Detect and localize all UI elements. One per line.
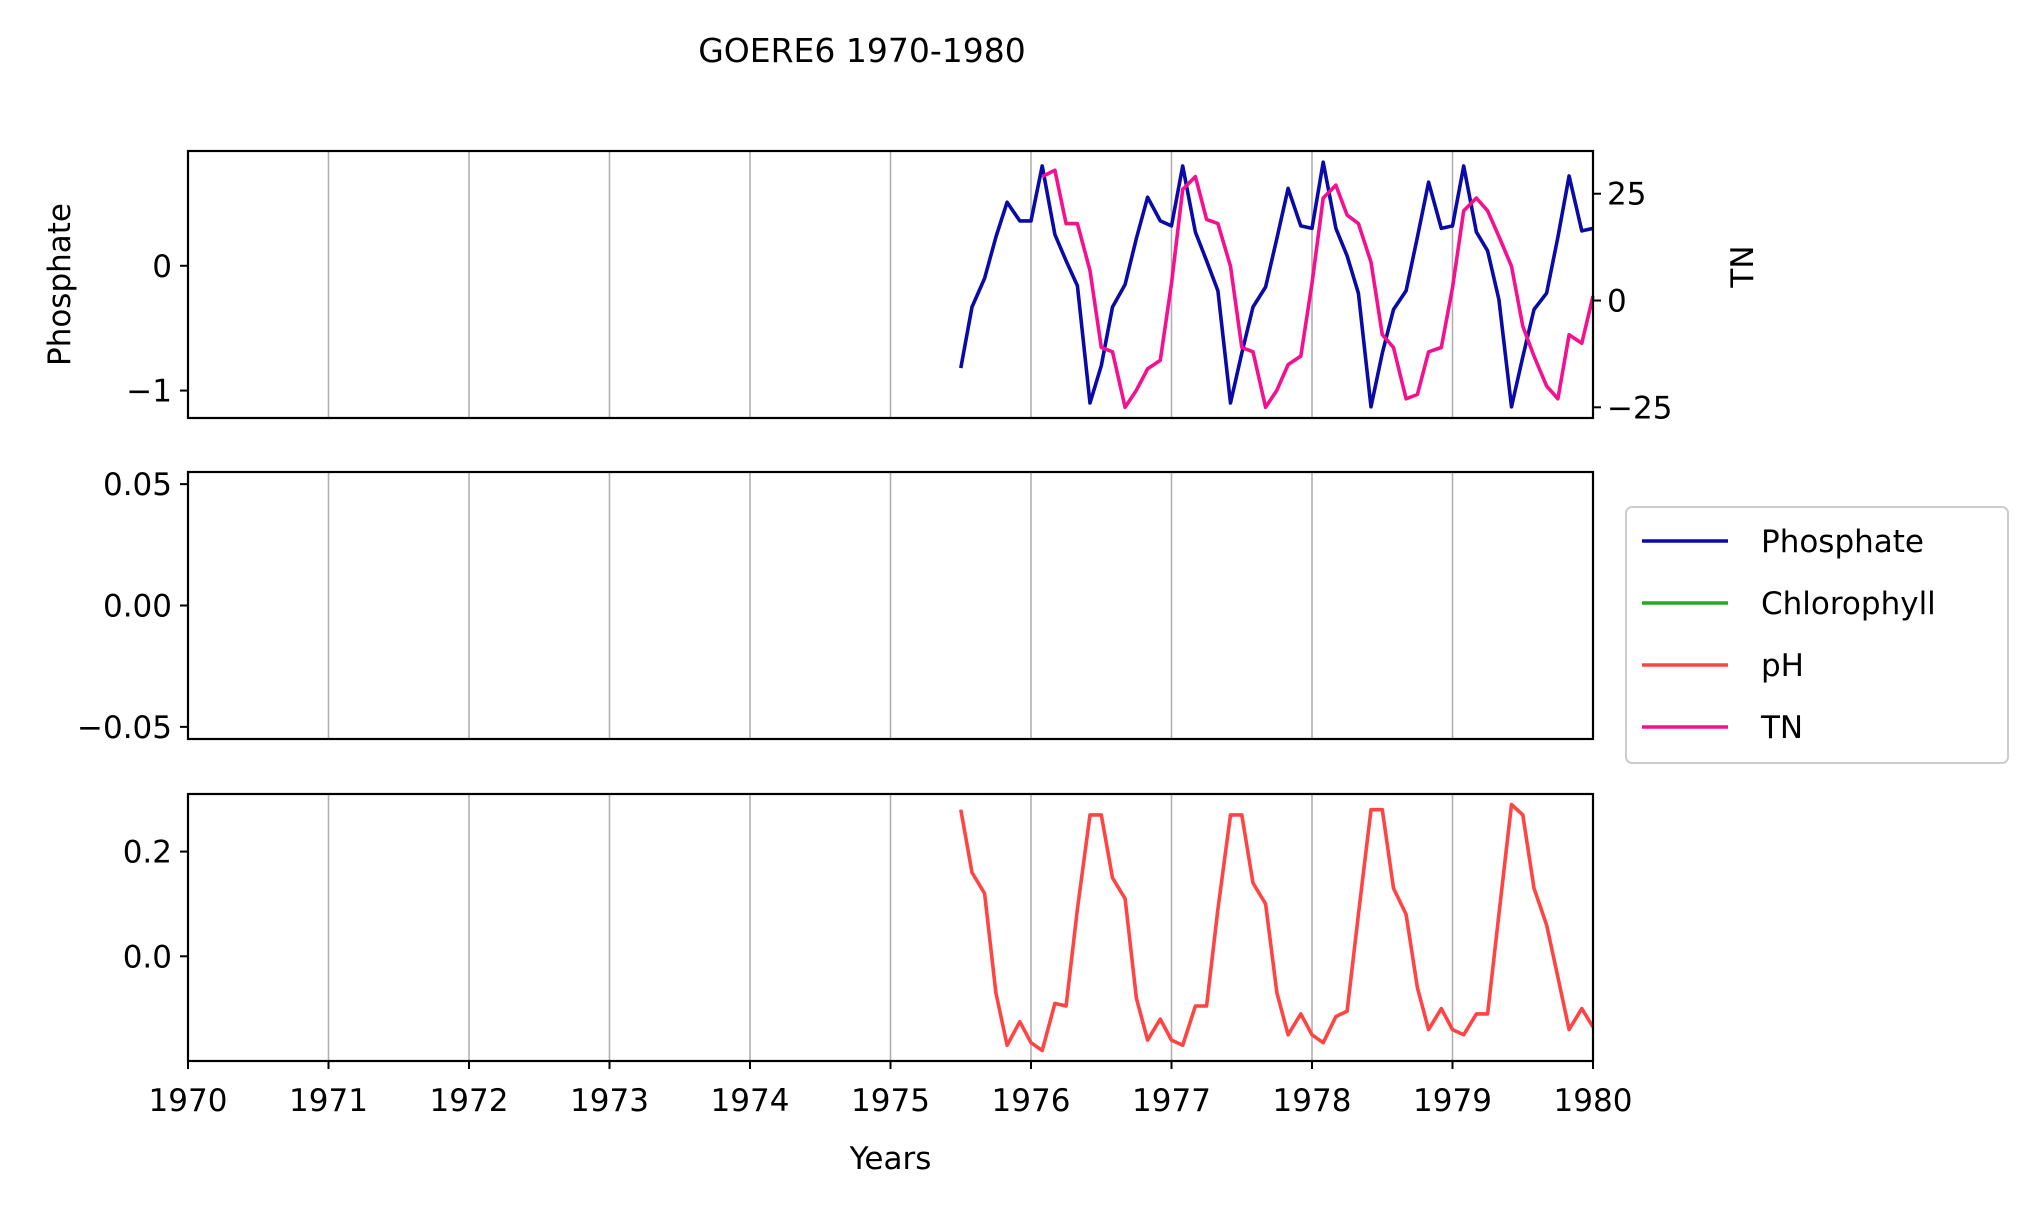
x-tick-label: 1970 [149,1083,228,1119]
y-tick-label: 0.05 [103,467,172,503]
y-tick-label: 0.00 [103,589,172,625]
series-line-phosphate [959,160,1594,409]
x-tick-label: 1977 [1132,1083,1211,1119]
legend-label: TN [1760,710,1803,746]
y2-tick-label: 0 [1607,284,1627,320]
y-tick-label: 0.0 [123,939,172,975]
y-tick-label: −0.05 [77,710,172,746]
legend-label: Phosphate [1761,524,1924,560]
y2-tick-label: 25 [1607,177,1646,213]
y2-tick-label: −25 [1607,390,1672,426]
y-tick-label: 0 [152,249,172,285]
y-axis-label: Phosphate [42,203,78,366]
x-tick-label: 1971 [289,1083,368,1119]
x-tick-label: 1976 [992,1083,1071,1119]
y-tick-label: 0.2 [123,835,172,871]
x-tick-label: 1980 [1554,1083,1633,1119]
panel-1: 0 −1 25 0 −25 Phosphate TN [42,149,1761,426]
x-tick-label: 1972 [430,1083,509,1119]
x-tick-label: 1979 [1413,1083,1492,1119]
legend-label: pH [1761,648,1804,684]
legend-frame [1625,506,2009,764]
legend: Phosphate Chlorophyll pH TN [1625,506,2009,764]
y-tick-label: −1 [126,374,172,410]
series-line-tn [1041,168,1595,410]
series-line-ph [959,802,1595,1053]
legend-label: Chlorophyll [1761,586,1936,622]
chart-title: GOERE6 1970-1980 [698,31,1026,70]
axes-frame [186,149,1595,420]
panel-3: 0.2 0.0 1970 1971 1972 1973 1974 1975 1976 1977 19… [123,792,1633,1177]
x-tick-label: 1973 [570,1083,649,1119]
panels-group: 0 −1 25 0 −25 Phosphate TN 0.05 0.00 −0.05 0.2 0.0 1… [42,149,1761,1177]
y2-axis-label: TN [1725,245,1761,288]
panel-2: 0.05 0.00 −0.05 [77,467,1595,746]
x-tick-label: 1978 [1273,1083,1352,1119]
x-axis-label: Years [849,1141,932,1177]
x-tick-label: 1975 [851,1083,930,1119]
x-tick-label: 1974 [711,1083,790,1119]
